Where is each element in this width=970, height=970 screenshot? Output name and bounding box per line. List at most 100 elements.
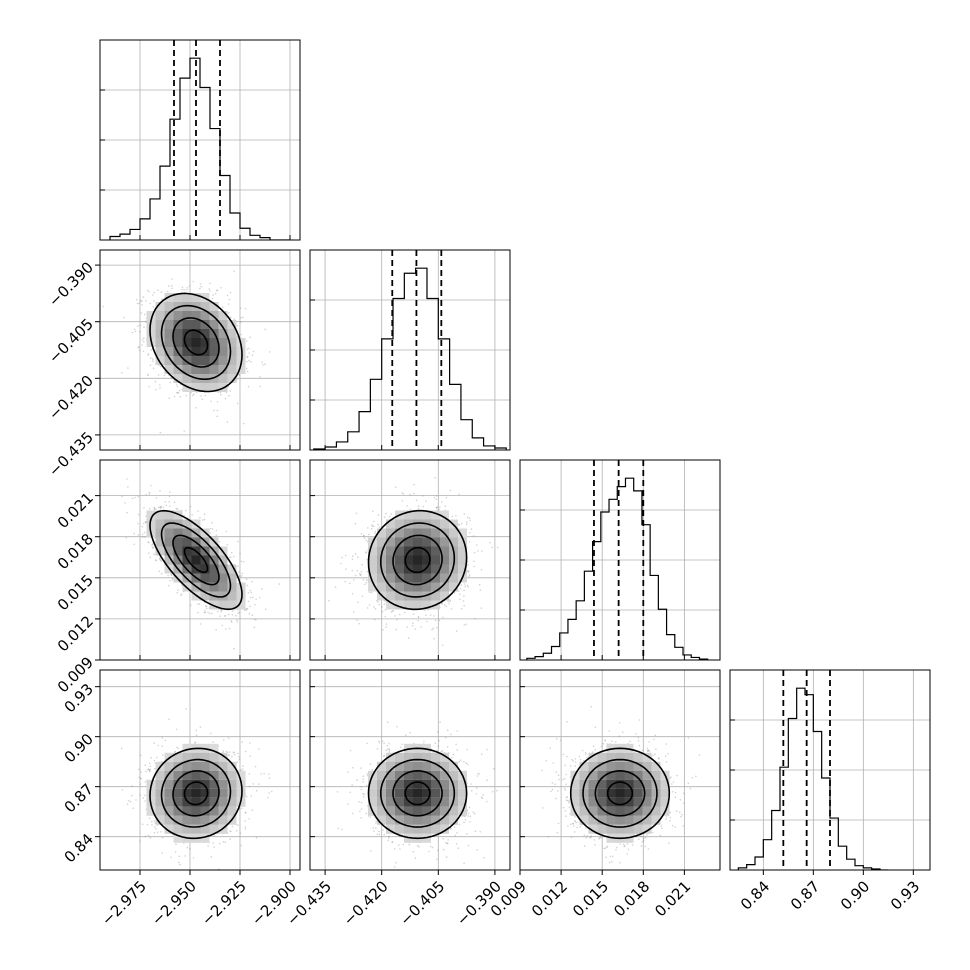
sample-point [198, 603, 201, 605]
density-cell [218, 573, 228, 583]
sample-point [228, 311, 230, 314]
sample-point [463, 583, 466, 585]
density-cell [218, 582, 228, 592]
sample-point [240, 333, 242, 336]
sample-point [228, 613, 230, 616]
sample-point [479, 589, 482, 591]
sample-point [153, 507, 155, 509]
density-cell [182, 347, 192, 356]
density-cell [209, 374, 219, 383]
sample-point [231, 610, 234, 613]
sample-point [418, 507, 420, 510]
scatter-panel-p2-vs-p1 [309, 459, 511, 661]
sample-point [366, 570, 369, 573]
sample-point [477, 550, 479, 552]
hist-panel-p3 [729, 669, 931, 871]
sample-point [147, 541, 150, 543]
sample-point [373, 606, 375, 608]
sample-point [249, 336, 251, 339]
sample-point [432, 627, 435, 629]
sample-point [371, 525, 374, 528]
sample-point [236, 402, 239, 405]
sample-point [200, 395, 202, 397]
sample-point [398, 613, 401, 616]
sample-point [171, 278, 173, 280]
sample-point [467, 586, 469, 588]
sample-point [262, 364, 264, 366]
density-cell [191, 356, 201, 365]
sample-point [491, 546, 494, 549]
sample-point [334, 586, 337, 588]
sample-point [417, 616, 420, 618]
sample-point [357, 601, 359, 603]
sample-point [236, 336, 238, 339]
sample-point [264, 608, 267, 610]
sample-point [147, 373, 149, 376]
density-cell [155, 302, 165, 311]
sample-point [195, 407, 197, 409]
sample-point [383, 603, 386, 605]
sample-point [211, 528, 214, 530]
density-cell [182, 383, 192, 392]
sample-point [441, 644, 444, 647]
sample-point [451, 515, 454, 518]
hist-panel-p1 [309, 249, 511, 451]
sample-point [466, 570, 469, 572]
density-cell [182, 374, 192, 383]
sample-point [192, 393, 195, 396]
density-cell [164, 528, 174, 538]
sample-point [145, 300, 147, 302]
sample-point [176, 385, 179, 388]
sample-point [215, 629, 217, 631]
sample-point [150, 484, 152, 487]
sample-point [201, 519, 204, 521]
density-cell [236, 600, 246, 610]
sample-point [382, 629, 384, 631]
density-cell [209, 555, 219, 565]
sample-point [207, 611, 209, 614]
sample-point [181, 286, 184, 289]
density-cell [236, 347, 246, 356]
density-cell [200, 573, 210, 583]
sample-point [469, 532, 471, 534]
sample-point [444, 505, 447, 508]
sample-point [361, 563, 364, 566]
density-cell [209, 347, 219, 356]
axes-frame [99, 459, 301, 661]
y-tick-label: 0.012 [54, 612, 97, 655]
sample-point [469, 519, 472, 522]
sample-point [253, 618, 256, 620]
sample-point [363, 583, 366, 586]
density-cell [227, 338, 237, 347]
density-cell [182, 365, 192, 374]
sample-point [481, 550, 483, 552]
sample-point [422, 495, 424, 497]
sample-point [415, 499, 418, 502]
sample-point [175, 383, 178, 386]
sample-point [155, 559, 158, 562]
sample-point [125, 537, 128, 539]
sample-point [425, 614, 427, 616]
sample-point [402, 493, 405, 495]
density-cell [191, 320, 201, 329]
sample-point [136, 302, 139, 305]
sample-point [233, 318, 236, 321]
sample-point [455, 630, 458, 632]
sample-point [159, 559, 162, 561]
density-cell [155, 329, 165, 338]
sample-point [210, 400, 212, 403]
sample-point [384, 609, 387, 611]
sample-point [126, 478, 128, 480]
sample-point [175, 507, 178, 510]
sample-point [171, 577, 174, 580]
sample-point [203, 518, 206, 521]
sample-point [368, 604, 371, 606]
sample-point [246, 360, 248, 363]
sample-point [153, 291, 155, 294]
sample-point [181, 288, 183, 291]
density-cell [200, 564, 210, 574]
axes-frame [99, 249, 301, 451]
density-cell [164, 338, 174, 347]
density-cell [191, 329, 201, 338]
